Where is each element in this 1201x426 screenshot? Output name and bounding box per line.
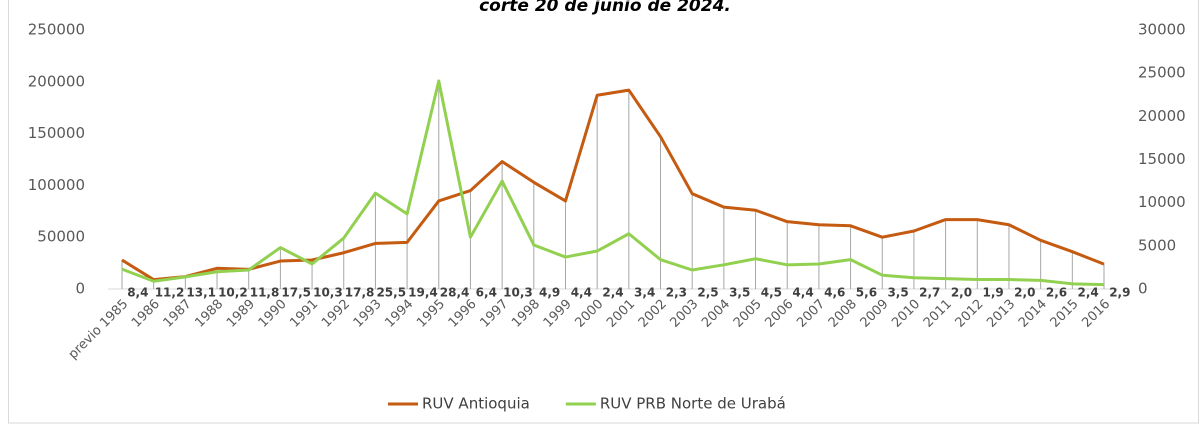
y2-tick-label: 30000: [1138, 21, 1186, 39]
legend-label: RUV PRB Norte de Urabá: [600, 395, 786, 413]
data-label: 2,7: [919, 286, 940, 300]
data-label: 2,9: [1109, 286, 1130, 300]
x-tick-label: 1993: [351, 297, 385, 331]
x-tick-label: 1992: [319, 297, 353, 331]
x-tick-label: 2002: [636, 297, 670, 331]
x-tick-label: 2014: [1016, 297, 1050, 331]
data-label: 6,4: [476, 286, 497, 300]
x-tick-label: 1986: [129, 297, 163, 331]
chart-title: corte 20 de junio de 2024.: [479, 0, 731, 16]
x-tick-label: 1990: [256, 297, 290, 331]
data-label: 13,1: [186, 286, 216, 300]
x-tick-label: 1996: [446, 297, 480, 331]
x-tick-label: 2001: [604, 297, 638, 331]
x-tick-label: 2009: [858, 297, 892, 331]
series-line: [121, 88, 1105, 282]
data-label: 2,5: [697, 286, 718, 300]
data-label: 2,6: [1046, 286, 1067, 300]
data-label: 5,6: [856, 286, 877, 300]
x-tick-label: 2010: [889, 297, 923, 331]
x-tick-label: 1999: [541, 297, 575, 331]
x-tick-label: 1989: [224, 297, 258, 331]
y2-tick-label: 5000: [1138, 236, 1176, 254]
series-line: [121, 79, 1105, 287]
chart-border: [8, 0, 1199, 424]
data-label: 17,8: [345, 286, 375, 300]
x-tick-label: 1998: [509, 297, 543, 331]
data-label: 28,4: [440, 286, 470, 300]
y2-tick-label: 20000: [1138, 107, 1186, 125]
x-tick-label: 2012: [953, 297, 987, 331]
y2-tick-label: 0: [1138, 280, 1148, 298]
data-label: 17,5: [281, 286, 311, 300]
y2-tick-label: 10000: [1138, 193, 1186, 211]
data-label: 4,4: [571, 286, 592, 300]
data-label: 2,0: [951, 286, 972, 300]
y-tick-label: 200000: [28, 72, 85, 90]
x-tick-label: 1995: [414, 297, 448, 331]
x-tick-label: 2011: [921, 297, 955, 331]
x-tick-label: 2008: [826, 297, 860, 331]
y2-tick-label: 25000: [1138, 64, 1186, 82]
legend-label: RUV Antioquia: [422, 395, 530, 413]
data-label: 11,8: [250, 286, 280, 300]
data-label: 2,4: [602, 286, 623, 300]
x-tick-label: 2007: [794, 297, 828, 331]
x-tick-label: previo 1985: [66, 297, 132, 363]
data-label: 4,9: [539, 286, 560, 300]
x-tick-label: 1994: [382, 297, 416, 331]
data-label: 10,3: [503, 286, 533, 300]
data-label: 4,6: [824, 286, 845, 300]
data-label: 3,5: [729, 286, 750, 300]
x-tick-label: 1997: [477, 297, 511, 331]
data-label: 1,9: [982, 286, 1003, 300]
y-tick-label: 100000: [28, 176, 85, 194]
data-label: 2,0: [1014, 286, 1035, 300]
x-tick-label: 1991: [287, 297, 321, 331]
data-label: 8,4: [127, 286, 148, 300]
data-label: 2,3: [666, 286, 687, 300]
data-label: 4,5: [761, 286, 782, 300]
data-label: 4,4: [792, 286, 813, 300]
data-label: 10,2: [218, 286, 248, 300]
data-label: 19,4: [408, 286, 438, 300]
y-tick-label: 0: [75, 280, 85, 298]
x-tick-label: 2004: [699, 297, 733, 331]
data-label: 11,2: [155, 286, 185, 300]
x-tick-label: 2005: [731, 297, 765, 331]
data-label: 25,5: [376, 286, 406, 300]
x-tick-label: 1988: [192, 297, 226, 331]
x-tick-label: 2003: [667, 297, 701, 331]
x-tick-label: 1987: [161, 297, 195, 331]
data-label: 2,4: [1078, 286, 1099, 300]
x-tick-label: 2000: [572, 297, 606, 331]
data-label: 3,5: [887, 286, 908, 300]
data-label: 10,3: [313, 286, 343, 300]
x-tick-label: 2016: [1079, 297, 1113, 331]
x-tick-label: 2015: [1048, 297, 1082, 331]
y2-tick-label: 15000: [1138, 150, 1186, 168]
y-tick-label: 50000: [37, 228, 85, 246]
x-tick-label: 2013: [984, 297, 1018, 331]
y-tick-label: 150000: [28, 124, 85, 142]
y-tick-label: 250000: [28, 21, 85, 39]
data-label: 3,4: [634, 286, 655, 300]
x-tick-label: 2006: [763, 297, 797, 331]
